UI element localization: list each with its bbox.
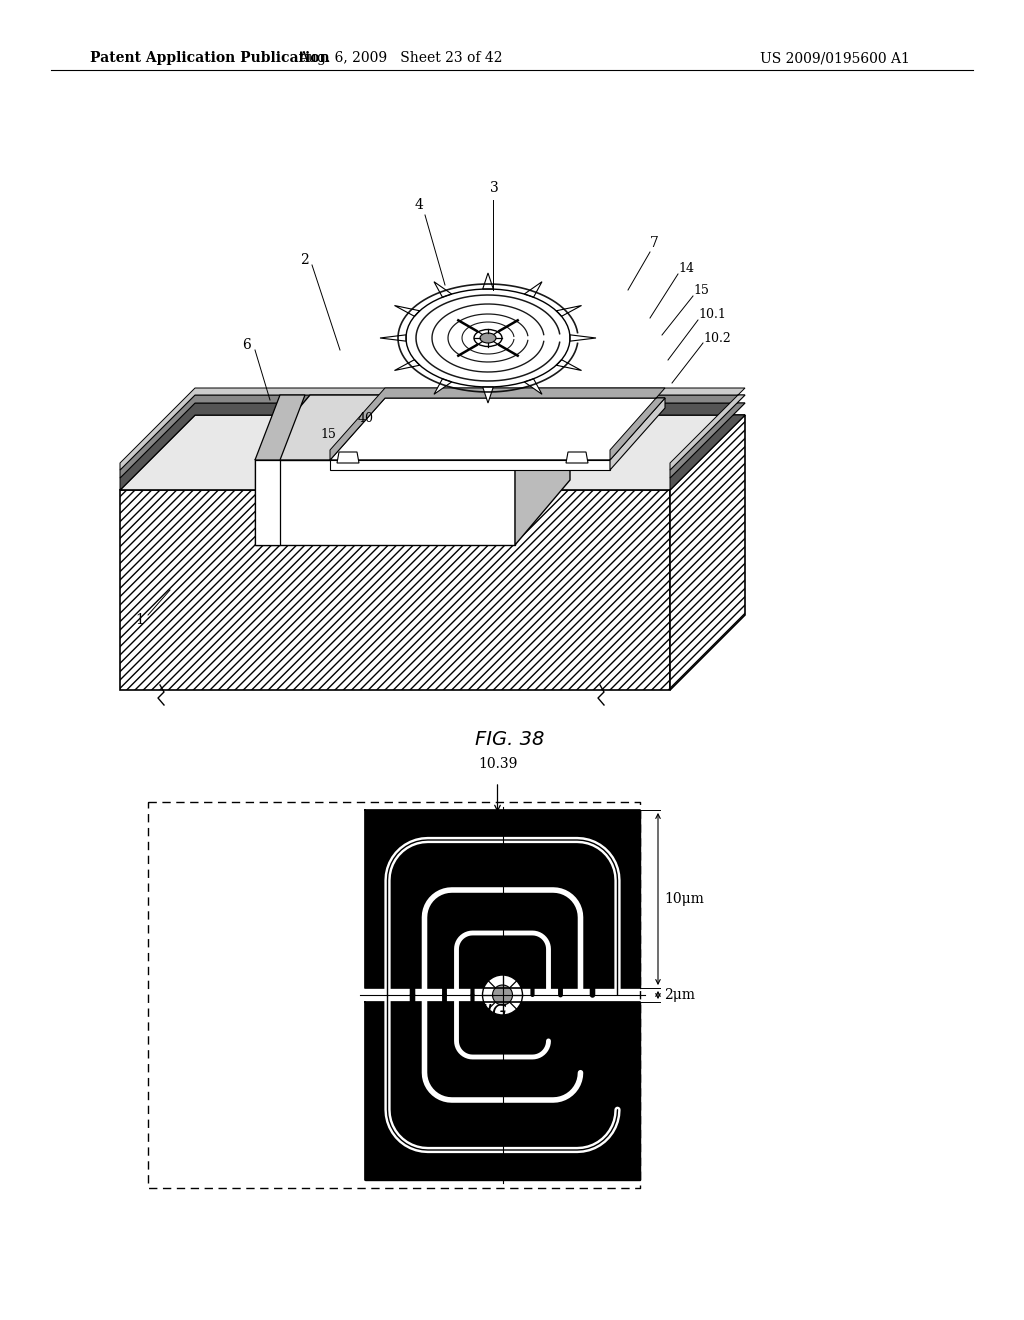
Text: 10.2: 10.2 xyxy=(703,331,731,345)
Text: US 2009/0195600 A1: US 2009/0195600 A1 xyxy=(760,51,910,65)
Polygon shape xyxy=(434,379,452,395)
Text: FIG. 39: FIG. 39 xyxy=(475,1003,545,1022)
Text: 6: 6 xyxy=(242,338,251,352)
Polygon shape xyxy=(255,395,305,459)
Polygon shape xyxy=(434,281,452,297)
Polygon shape xyxy=(380,335,407,341)
Polygon shape xyxy=(556,305,582,317)
Polygon shape xyxy=(394,305,420,317)
Ellipse shape xyxy=(480,333,496,343)
Polygon shape xyxy=(515,395,570,545)
Polygon shape xyxy=(255,459,515,545)
Polygon shape xyxy=(330,399,665,459)
Polygon shape xyxy=(120,490,670,690)
Text: 10μm: 10μm xyxy=(664,892,703,906)
Polygon shape xyxy=(120,403,745,490)
Text: Patent Application Publication: Patent Application Publication xyxy=(90,51,330,65)
Polygon shape xyxy=(255,459,280,545)
Text: 2: 2 xyxy=(300,253,309,267)
Text: 10.39: 10.39 xyxy=(478,756,517,771)
Polygon shape xyxy=(365,810,640,987)
Ellipse shape xyxy=(474,330,502,346)
Polygon shape xyxy=(524,281,542,297)
Circle shape xyxy=(482,975,522,1015)
Circle shape xyxy=(493,985,512,1005)
Polygon shape xyxy=(569,335,596,341)
Text: 1: 1 xyxy=(135,612,144,627)
Polygon shape xyxy=(120,414,745,490)
Polygon shape xyxy=(524,379,542,395)
Polygon shape xyxy=(482,273,494,289)
Text: 2μm: 2μm xyxy=(664,987,695,1002)
Polygon shape xyxy=(330,388,665,459)
Text: 40: 40 xyxy=(358,412,374,425)
Polygon shape xyxy=(255,395,570,459)
Polygon shape xyxy=(394,359,420,371)
Text: FIG. 38: FIG. 38 xyxy=(475,730,545,748)
Text: 3: 3 xyxy=(490,181,499,195)
Polygon shape xyxy=(120,388,745,470)
Polygon shape xyxy=(365,987,640,1002)
Polygon shape xyxy=(556,359,582,371)
Text: 14: 14 xyxy=(678,261,694,275)
Text: Aug. 6, 2009   Sheet 23 of 42: Aug. 6, 2009 Sheet 23 of 42 xyxy=(298,51,502,65)
Polygon shape xyxy=(610,399,665,470)
Text: 15: 15 xyxy=(693,284,709,297)
Text: 15: 15 xyxy=(319,429,336,441)
Text: 7: 7 xyxy=(650,236,658,249)
Polygon shape xyxy=(670,414,745,690)
Polygon shape xyxy=(330,459,610,470)
Polygon shape xyxy=(365,1002,640,1180)
Polygon shape xyxy=(337,451,359,463)
Text: 4: 4 xyxy=(415,198,424,213)
Text: 10.1: 10.1 xyxy=(698,309,726,322)
Polygon shape xyxy=(120,395,745,478)
Polygon shape xyxy=(482,387,494,403)
Polygon shape xyxy=(566,451,588,463)
